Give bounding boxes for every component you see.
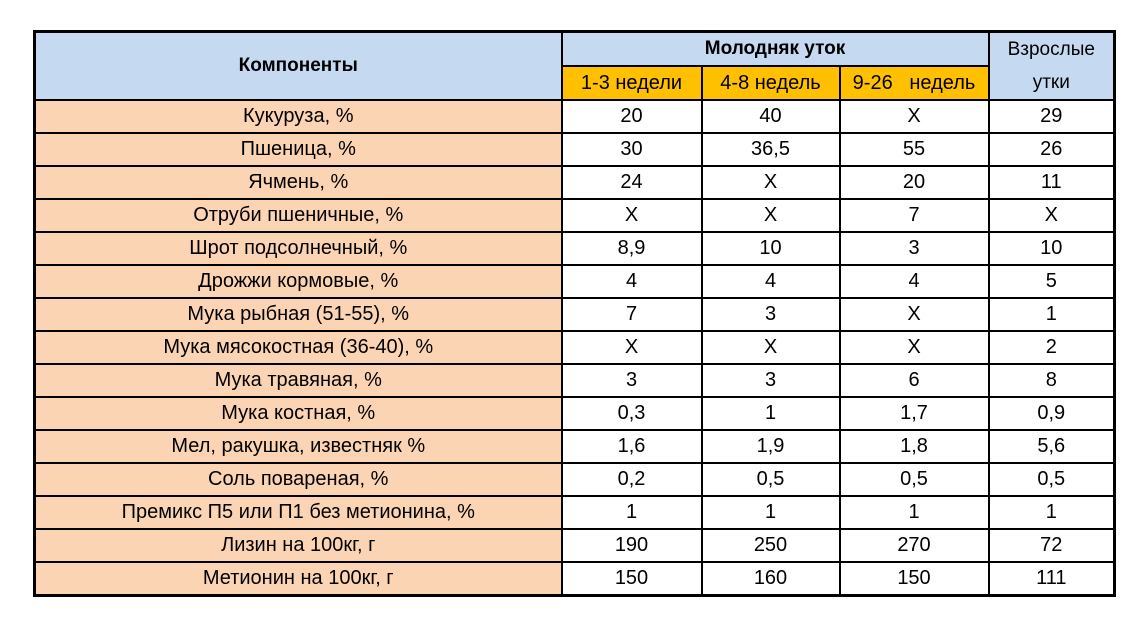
value-cell: 111: [987, 561, 1116, 597]
table-row: Мука костная, % 0,3 1 1,7 0,9: [33, 396, 1116, 431]
header-cell: Молодняк уток: [560, 30, 990, 67]
value-cell: 10: [700, 231, 841, 266]
component-name: Кукуруза, %: [33, 99, 563, 134]
value-cell: 1: [838, 495, 990, 530]
table-row: Премикс П5 или П1 без метионина, % 1 1 1 1: [33, 495, 1116, 530]
component-name: Лизин на 100кг, г: [33, 528, 563, 563]
table-row: Лизин на 100кг, г 190 250 270 72: [33, 528, 1116, 563]
component-name: Шрот подсолнечный, %: [33, 231, 563, 266]
component-name: Премикс П5 или П1 без метионина, %: [33, 495, 563, 530]
value-cell: 8: [987, 363, 1116, 398]
value-cell: 11: [987, 165, 1116, 200]
table-row: Мука травяная, % 3 3 6 8: [33, 363, 1116, 398]
value-cell: Х: [560, 198, 703, 233]
table-row: Мел, ракушка, известняк % 1,6 1,9 1,8 5,6: [33, 429, 1116, 464]
value-cell: 1: [560, 495, 703, 530]
value-cell: 29: [987, 99, 1116, 134]
value-cell: 6: [838, 363, 990, 398]
value-cell: 160: [700, 561, 841, 597]
component-name: Дрожжи кормовые, %: [33, 264, 563, 299]
value-cell: Х: [987, 198, 1116, 233]
value-cell: 0,5: [987, 462, 1116, 497]
table-row: Дрожжи кормовые, % 4 4 4 5: [33, 264, 1116, 299]
value-cell: 3: [838, 231, 990, 266]
value-cell: 7: [838, 198, 990, 233]
value-cell: 30: [560, 132, 703, 167]
value-cell: 7: [560, 297, 703, 332]
value-cell: 4: [560, 264, 703, 299]
value-cell: 72: [987, 528, 1116, 563]
value-cell: 20: [560, 99, 703, 134]
value-cell: 20: [838, 165, 990, 200]
value-cell: Х: [838, 99, 990, 134]
subheader-cell: 4-8 недель: [700, 65, 841, 101]
value-cell: 10: [987, 231, 1116, 266]
component-name: Мука мясокостная (36-40), %: [33, 330, 563, 365]
table-row: Соль повареная, % 0,2 0,5 0,5 0,5: [33, 462, 1116, 497]
table-row: Метионин на 100кг, г 150 160 150 111: [33, 561, 1116, 597]
value-cell: 1: [987, 297, 1116, 332]
value-cell: 55: [838, 132, 990, 167]
value-cell: 150: [560, 561, 703, 597]
subheader-cell: 1-3 недели: [560, 65, 703, 101]
value-cell: 150: [838, 561, 990, 597]
value-cell: 0,5: [700, 462, 841, 497]
value-cell: 4: [838, 264, 990, 299]
value-cell: 8,9: [560, 231, 703, 266]
value-cell: Х: [560, 330, 703, 365]
value-cell: 250: [700, 528, 841, 563]
value-cell: 1,8: [838, 429, 990, 464]
value-cell: 0,9: [987, 396, 1116, 431]
table-row: Шрот подсолнечный, % 8,9 10 3 10: [33, 231, 1116, 266]
value-cell: 270: [838, 528, 990, 563]
table-row: Кукуруза, % 20 40 Х 29: [33, 99, 1116, 134]
value-cell: 3: [700, 363, 841, 398]
value-cell: Х: [700, 198, 841, 233]
feed-table: Компоненты Молодняк уток Взрослые утки 1…: [33, 30, 1117, 597]
value-cell: 4: [700, 264, 841, 299]
value-cell: 3: [560, 363, 703, 398]
component-name: Мука костная, %: [33, 396, 563, 431]
value-cell: 1,7: [838, 396, 990, 431]
value-cell: 0,5: [838, 462, 990, 497]
component-name: Ячмень, %: [33, 165, 563, 200]
value-cell: Х: [700, 165, 841, 200]
table-row: Мука рыбная (51-55), % 7 3 Х 1: [33, 297, 1116, 332]
value-cell: 0,2: [560, 462, 703, 497]
component-name: Пшеница, %: [33, 132, 563, 167]
value-cell: 2: [987, 330, 1116, 365]
value-cell: 1: [987, 495, 1116, 530]
value-cell: 1: [700, 396, 841, 431]
value-cell: 3: [700, 297, 841, 332]
value-cell: 5,6: [987, 429, 1116, 464]
component-name: Мука травяная, %: [33, 363, 563, 398]
value-cell: 5: [987, 264, 1116, 299]
value-cell: 36,5: [700, 132, 841, 167]
value-cell: 40: [700, 99, 841, 134]
subheader-cell: 9-26 недель: [838, 65, 990, 101]
component-name: Соль повареная, %: [33, 462, 563, 497]
value-cell: 1: [700, 495, 841, 530]
table-row: Ячмень, % 24 Х 20 11: [33, 165, 1116, 200]
value-cell: Х: [838, 330, 990, 365]
value-cell: 190: [560, 528, 703, 563]
value-cell: Х: [700, 330, 841, 365]
value-cell: Х: [838, 297, 990, 332]
value-cell: 24: [560, 165, 703, 200]
table-row: Пшеница, % 30 36,5 55 26: [33, 132, 1116, 167]
component-name: Метионин на 100кг, г: [33, 561, 563, 597]
value-cell: 1,6: [560, 429, 703, 464]
table-row: Мука мясокостная (36-40), % Х Х Х 2: [33, 330, 1116, 365]
value-cell: 1,9: [700, 429, 841, 464]
header-cell: Компоненты: [33, 30, 563, 101]
table-row: Отруби пшеничные, % Х Х 7 Х: [33, 198, 1116, 233]
value-cell: 26: [987, 132, 1116, 167]
value-cell: 0,3: [560, 396, 703, 431]
component-name: Отруби пшеничные, %: [33, 198, 563, 233]
component-name: Мука рыбная (51-55), %: [33, 297, 563, 332]
component-name: Мел, ракушка, известняк %: [33, 429, 563, 464]
header-cell: Взрослые утки: [987, 30, 1116, 101]
